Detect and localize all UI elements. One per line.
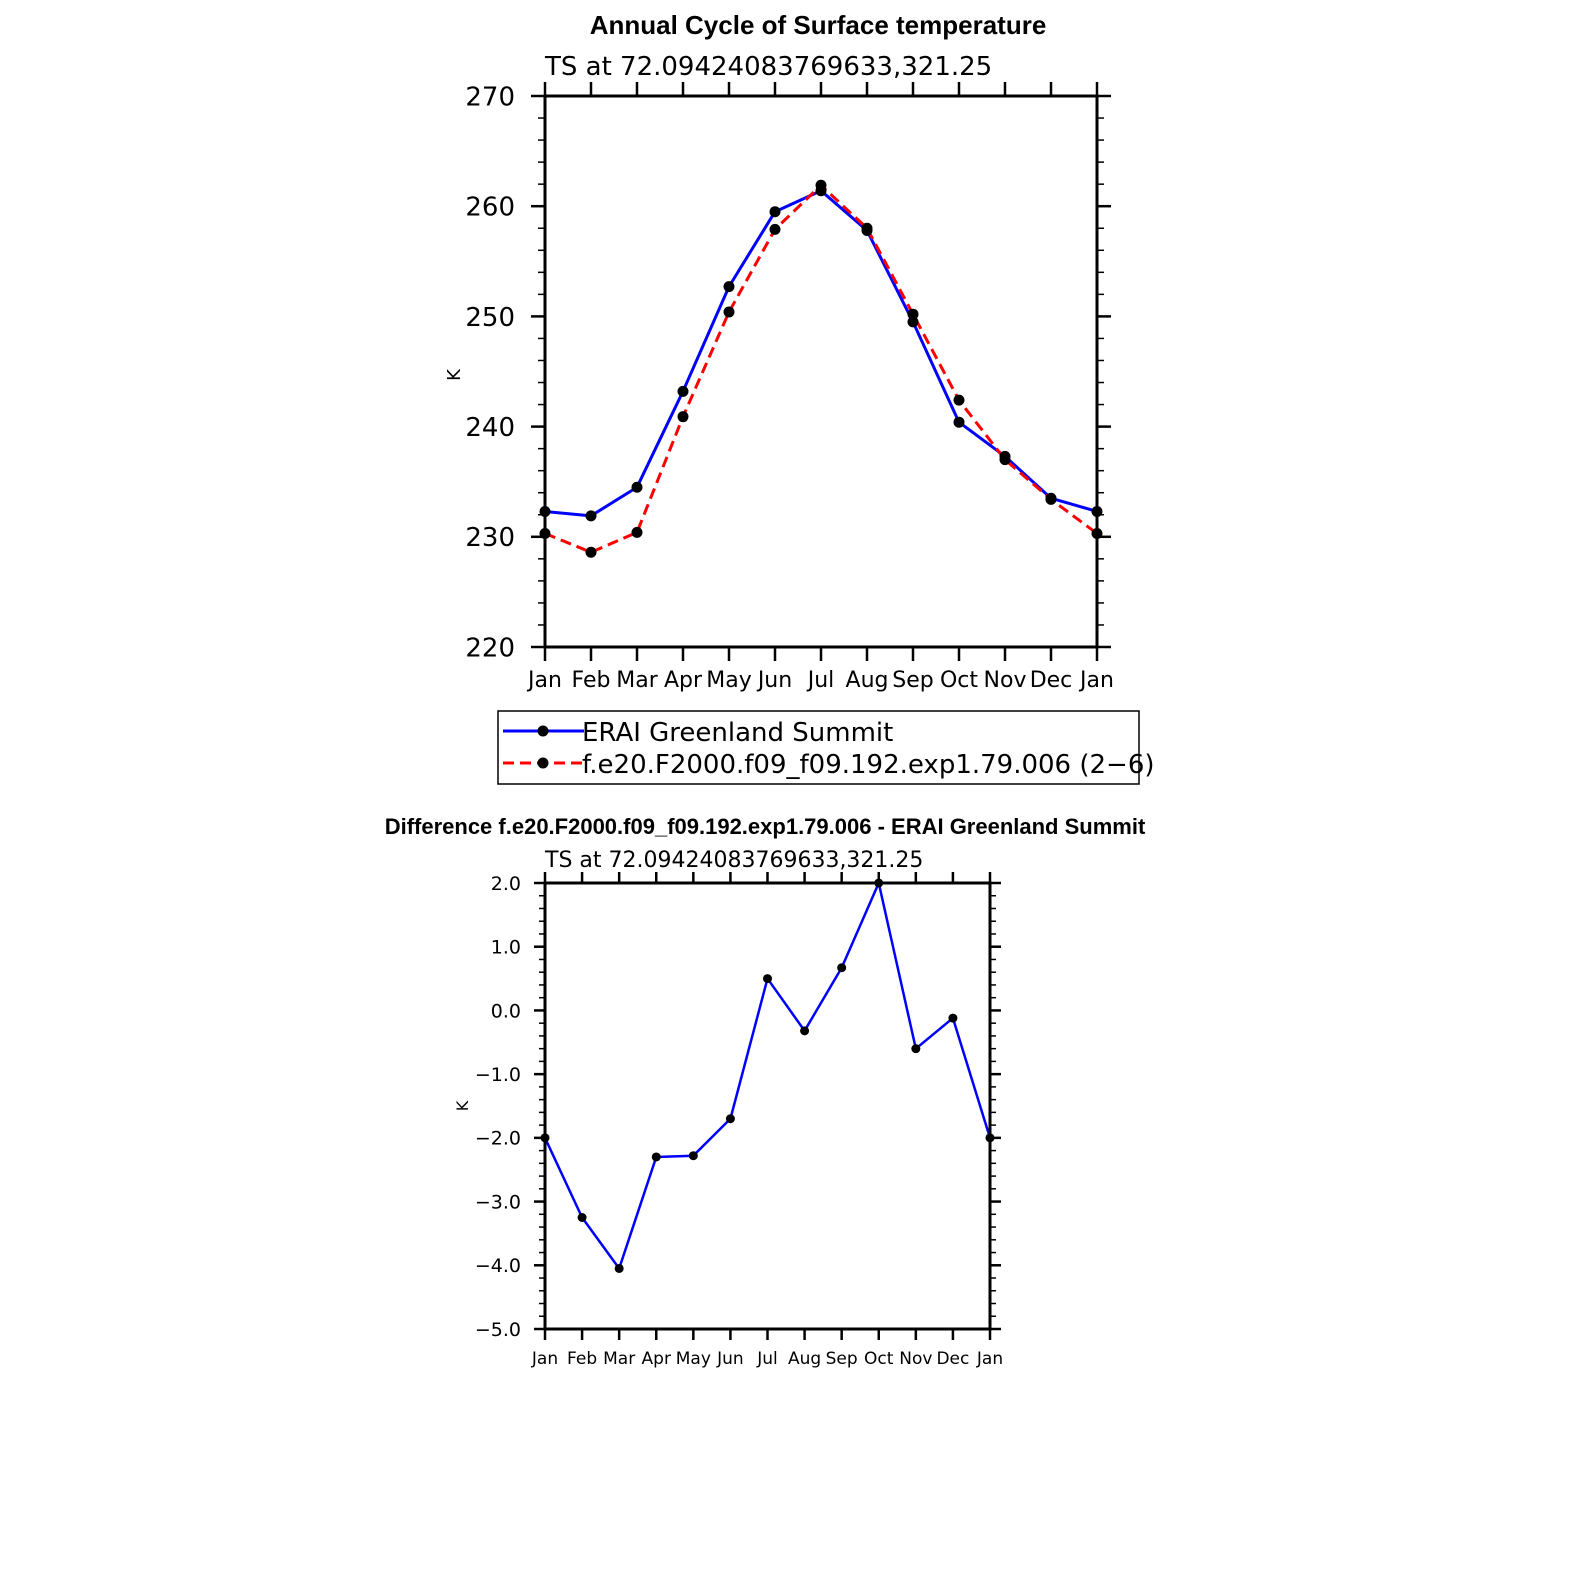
y-tick-label: 260 [465, 193, 515, 223]
data-point [585, 546, 597, 558]
x-tick-label: Sep [892, 668, 933, 693]
x-tick-label: Jan [1078, 668, 1114, 693]
y-tick-label: 250 [465, 303, 515, 333]
chart-subtitle: TS at 72.09424083769633,321.25 [544, 52, 992, 82]
y-tick-label: 220 [465, 633, 515, 663]
y-tick-label: −2.0 [475, 1128, 521, 1150]
data-point [723, 306, 735, 318]
x-tick-label: Aug [788, 1349, 821, 1369]
x-tick-label: Jun [756, 668, 792, 693]
x-tick-label: Aug [846, 668, 889, 693]
x-tick-label: Mar [616, 668, 658, 693]
data-point [651, 1152, 661, 1162]
plot-frame [543, 94, 1099, 649]
y-tick-label: 230 [465, 523, 515, 553]
y-tick-label: 0.0 [491, 1000, 521, 1022]
x-tick-label: Nov [984, 668, 1027, 693]
chart-title: Difference f.e20.F2000.f09_f09.192.exp1.… [385, 814, 1146, 839]
data-point [725, 1114, 735, 1124]
data-point [723, 281, 735, 293]
data-point [769, 223, 781, 235]
data-point [577, 1213, 587, 1222]
data-point [763, 974, 772, 984]
data-point [948, 1013, 958, 1023]
data-point [861, 222, 873, 234]
y-tick-label: −5.0 [475, 1319, 521, 1341]
chart-subtitle: TS at 72.09424083769633,321.25 [544, 848, 923, 873]
y-tick-label: 1.0 [491, 937, 521, 959]
legend-box [497, 710, 1140, 785]
x-tick-label: Feb [572, 668, 611, 693]
x-tick-label: Jun [716, 1349, 744, 1369]
y-axis-label: K [444, 368, 465, 381]
legend-label-erai: ERAI Greenland Summit [582, 718, 893, 748]
y-tick-labels: 220 230 240 250 260 270 [465, 82, 515, 663]
legend: ERAI Greenland Summit f.e20.F2000.f09_f0… [497, 710, 1155, 785]
tick-marks [531, 82, 1111, 661]
x-tick-label: Oct [940, 668, 978, 693]
data-point [911, 1044, 921, 1054]
data-point [953, 416, 965, 428]
x-tick-label: Nov [899, 1349, 932, 1369]
x-tick-label: Jan [526, 668, 562, 693]
chart-title: Annual Cycle of Surface temperature [590, 10, 1047, 40]
annual-cycle-chart: Annual Cycle of Surface temperature TS a… [444, 10, 1155, 785]
data-point [999, 454, 1011, 466]
y-axis-label: K [453, 1100, 472, 1111]
data-point [837, 963, 847, 973]
x-tick-label: Oct [864, 1349, 894, 1369]
data-point [800, 1026, 810, 1036]
x-tick-label: Mar [603, 1349, 635, 1369]
y-tick-label: −3.0 [475, 1191, 521, 1213]
data-point [614, 1263, 624, 1273]
legend-marker-model [537, 757, 549, 769]
data-series [539, 179, 1103, 558]
data-point [585, 510, 597, 522]
x-tick-label: Dec [1030, 668, 1073, 693]
data-point [631, 481, 643, 493]
x-tick-label: Sep [826, 1349, 858, 1369]
y-tick-label: −4.0 [475, 1255, 521, 1277]
x-tick-label: Jan [976, 1349, 1003, 1369]
data-point [677, 411, 689, 423]
data-point [631, 526, 643, 538]
data-point [769, 206, 781, 218]
legend-label-model: f.e20.F2000.f09_f09.192.exp1.79.006 (2−6… [582, 750, 1155, 780]
x-tick-label: Apr [664, 668, 703, 693]
tick-marks [534, 872, 1001, 1340]
data-point [907, 308, 919, 320]
data-series [540, 878, 995, 1273]
x-tick-label: Feb [567, 1349, 597, 1369]
x-tick-label: Jul [806, 668, 835, 693]
data-point [677, 385, 689, 397]
data-point [815, 179, 827, 191]
series-line-2 [544, 183, 1098, 554]
data-point [907, 316, 919, 328]
data-point [953, 394, 965, 406]
x-tick-label: Apr [642, 1349, 671, 1369]
y-tick-label: 270 [465, 82, 515, 112]
x-tick-labels: Jan Feb Mar Apr May Jun Jul Aug Sep Oct Nov Dec Jan [526, 668, 1114, 693]
plot-frame [543, 881, 992, 1331]
x-tick-labels: Jan Feb Mar Apr May Jun Jul Aug Sep Oct Nov Dec Jan [531, 1349, 1003, 1369]
x-tick-label: Dec [936, 1349, 969, 1369]
data-point [688, 1151, 698, 1161]
y-tick-label: −1.0 [475, 1064, 521, 1086]
y-tick-label: 2.0 [491, 873, 521, 895]
difference-chart: Difference f.e20.F2000.f09_f09.192.exp1.… [385, 814, 1146, 1369]
legend-marker-erai [537, 725, 549, 737]
x-tick-label: May [706, 668, 751, 693]
x-tick-label: May [676, 1349, 711, 1369]
y-tick-label: 240 [465, 413, 515, 443]
series-line-1 [543, 881, 992, 1270]
x-tick-label: Jan [531, 1349, 558, 1369]
y-tick-labels: −5.0 −4.0 −3.0 −2.0 −1.0 0.0 1.0 2.0 [475, 873, 521, 1341]
data-point [1045, 493, 1057, 505]
x-tick-label: Jul [756, 1349, 778, 1369]
